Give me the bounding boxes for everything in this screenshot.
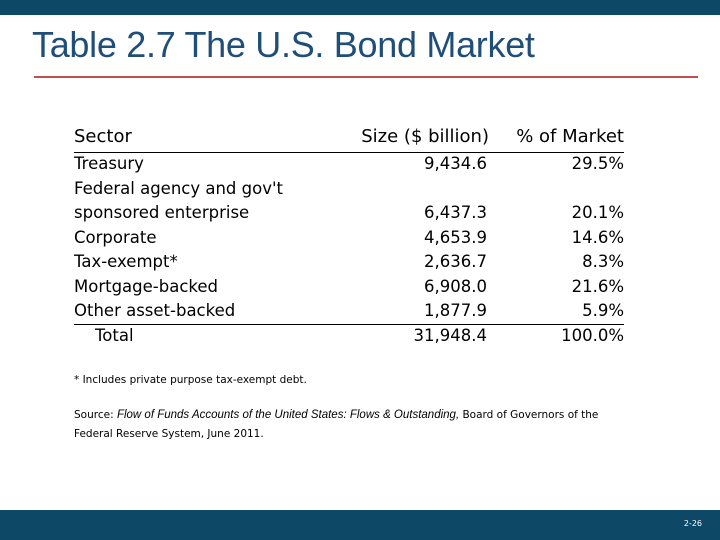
row-size: 2,636.7 xyxy=(424,252,487,271)
row-percent: 8.3% xyxy=(582,252,624,271)
footnote: * Includes private purpose tax-exempt de… xyxy=(74,374,307,386)
source-publication: Flow of Funds Accounts of the United Sta… xyxy=(116,409,460,421)
row-label: Corporate xyxy=(74,228,157,247)
total-label: Total xyxy=(95,326,134,345)
source-prefix: Source: xyxy=(74,409,117,421)
table-row: Federal agency and gov't xyxy=(74,179,626,203)
row-label: Other asset-backed xyxy=(74,301,236,320)
source-suffix: Board of Governors of the Federal Reserv… xyxy=(74,409,599,440)
bottom-banner: 2-26 xyxy=(0,510,720,540)
row-label: Treasury xyxy=(74,154,144,173)
row-percent: 20.1% xyxy=(571,203,624,222)
row-size: 6,437.3 xyxy=(424,203,487,222)
header-rule xyxy=(74,152,624,153)
slide-title: Table 2.7 The U.S. Bond Market xyxy=(32,24,535,65)
table-row: sponsored enterprise 6,437.3 20.1% xyxy=(74,203,626,227)
top-banner xyxy=(0,0,720,15)
table-row: Treasury 9,434.6 29.5% xyxy=(74,154,626,178)
title-underline xyxy=(34,76,698,78)
row-percent: 14.6% xyxy=(571,228,624,247)
row-size: 9,434.6 xyxy=(424,154,487,173)
total-percent: 100.0% xyxy=(561,326,624,345)
row-label: Mortgage-backed xyxy=(74,277,218,296)
table-row: Other asset-backed 1,877.9 5.9% xyxy=(74,301,626,325)
row-label: Federal agency and gov't xyxy=(74,179,283,198)
total-size: 31,948.4 xyxy=(413,326,487,345)
total-row: Total 31,948.4 100.0% xyxy=(74,326,626,350)
row-label: sponsored enterprise xyxy=(74,203,250,222)
row-size: 6,908.0 xyxy=(424,277,487,296)
row-percent: 29.5% xyxy=(571,154,624,173)
row-size: 4,653.9 xyxy=(424,228,487,247)
header-size: Size ($ billion) xyxy=(361,126,489,147)
page-number: 2-26 xyxy=(683,519,702,528)
row-size: 1,877.9 xyxy=(424,301,487,320)
header-percent: % of Market xyxy=(516,126,624,147)
table-row: Corporate 4,653.9 14.6% xyxy=(74,228,626,252)
source-note: Source: Flow of Funds Accounts of the Un… xyxy=(74,406,634,444)
table-row: Mortgage-backed 6,908.0 21.6% xyxy=(74,277,626,301)
row-percent: 21.6% xyxy=(571,277,624,296)
table-row: Tax-exempt* 2,636.7 8.3% xyxy=(74,252,626,276)
total-rule xyxy=(74,324,624,325)
header-sector: Sector xyxy=(74,126,132,147)
row-percent: 5.9% xyxy=(582,301,624,320)
row-label: Tax-exempt* xyxy=(74,252,178,271)
